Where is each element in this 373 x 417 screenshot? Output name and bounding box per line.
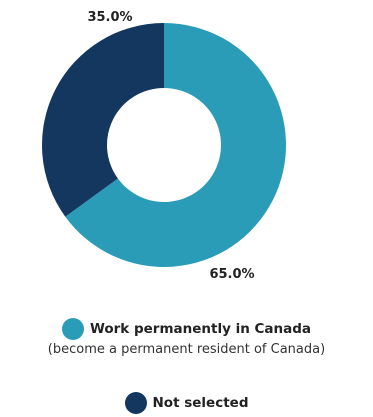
legend-item-not-selected[interactable]: Not selected [0, 392, 373, 414]
donut-chart: 65.0% 35.0% [42, 10, 286, 282]
legend-sublabel-work-permanently: (become a permanent resident of Canada) [47, 342, 326, 357]
donut-slice-work-permanently[interactable] [65, 23, 286, 267]
legend-item-work-permanently[interactable]: Work permanently in Canada (become a per… [0, 318, 373, 357]
legend-label-work-permanently: Work permanently in Canada [89, 321, 312, 337]
legend-label-not-selected: Not selected [152, 395, 249, 411]
data-label-work-permanently: 65.0% [209, 267, 254, 282]
donut-slice-not-selected[interactable] [42, 23, 164, 217]
data-label-not-selected: 35.0% [87, 10, 132, 25]
legend-swatch-not-selected [124, 392, 147, 414]
legend-swatch-work-permanently [61, 318, 84, 340]
